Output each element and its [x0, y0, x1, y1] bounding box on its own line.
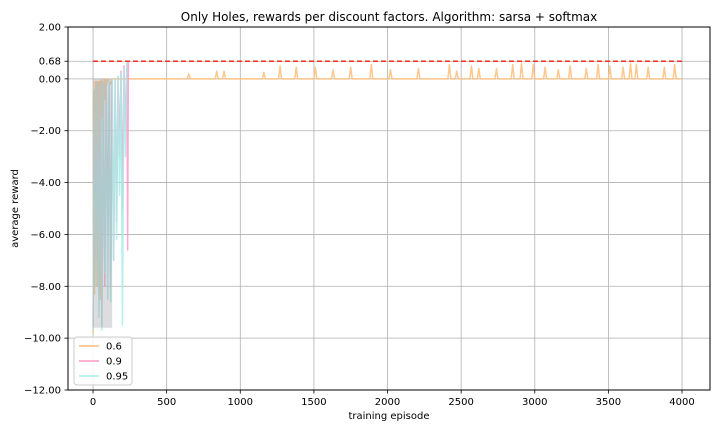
y-tick-label: −2.00 [30, 126, 61, 137]
x-tick-label: 0 [90, 397, 96, 408]
y-tick-label: 0.68 [39, 57, 61, 68]
x-tick-label: 1500 [301, 397, 326, 408]
tick-layer: 0 500 1000 1500 2000 2500 3000 3500 4000 −12.00 −1… [24, 23, 695, 409]
legend-box [73, 336, 133, 386]
x-tick-label: 2000 [375, 397, 400, 408]
legend-label-0.95: 0.95 [106, 372, 128, 383]
legend-label-0.9: 0.9 [106, 357, 122, 368]
series-line-0.95 [92, 60, 132, 332]
series-layer [92, 60, 683, 333]
plot-frame [67, 26, 711, 391]
y-tick-label: −6.00 [30, 230, 61, 241]
y-tick-label: −12.00 [24, 386, 61, 397]
legend-label-0.6: 0.6 [106, 342, 122, 353]
x-tick-label: 2500 [448, 397, 473, 408]
series-overlap-band [93, 78, 113, 328]
series-line-0.6 [92, 62, 683, 333]
y-tick-label: 2.00 [39, 23, 61, 34]
x-tick-label: 3000 [522, 397, 547, 408]
y-axis-title: average reward [10, 169, 21, 248]
x-tick-label: 3500 [596, 397, 621, 408]
y-tick-label: −10.00 [24, 334, 61, 345]
x-tick-label: 1000 [228, 397, 253, 408]
y-tick-label: −8.00 [30, 282, 61, 293]
y-tick-label: 0.00 [39, 74, 61, 85]
x-tick-label: 500 [157, 397, 176, 408]
x-axis-title: training episode [348, 411, 429, 422]
x-tick-label: 4000 [669, 397, 694, 408]
chart-title: Only Holes, rewards per discount factors… [181, 10, 597, 24]
legend: 0.6 0.9 0.95 [73, 336, 133, 386]
y-tick-label: −4.00 [30, 178, 61, 189]
